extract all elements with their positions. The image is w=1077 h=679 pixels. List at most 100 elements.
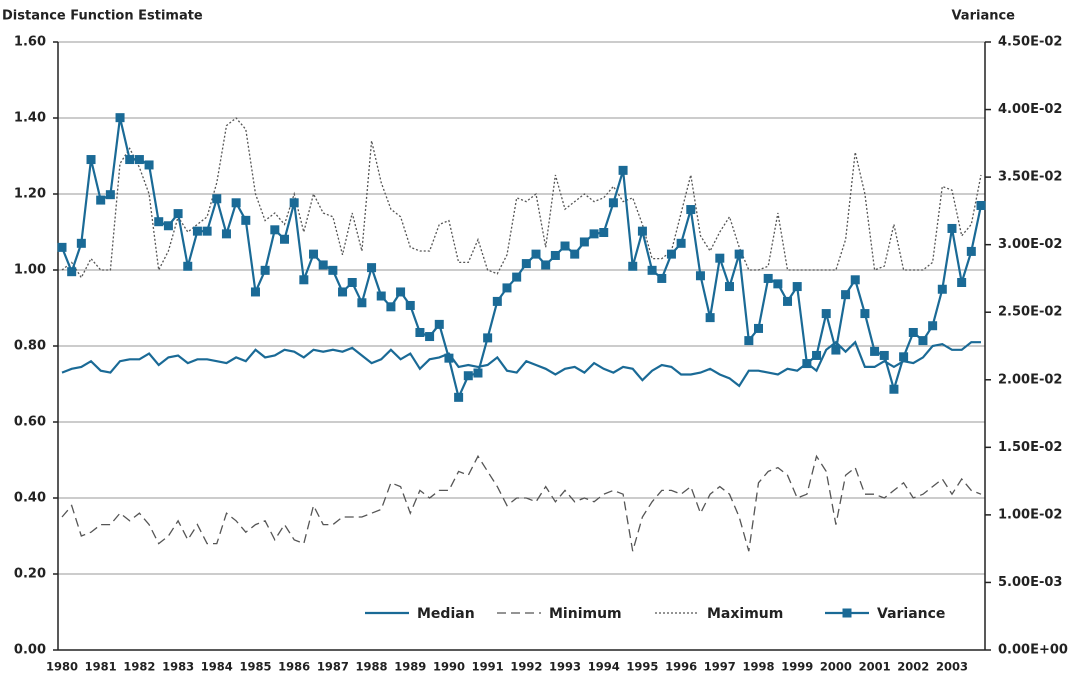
series-line bbox=[60, 117, 983, 401]
data-marker bbox=[173, 209, 183, 219]
data-marker bbox=[647, 265, 657, 275]
x-tick-label: 1992 bbox=[510, 660, 542, 674]
data-marker bbox=[666, 249, 676, 259]
data-marker bbox=[744, 336, 754, 346]
y2-tick-label: 0.00E+00 bbox=[998, 643, 1068, 658]
data-marker bbox=[976, 200, 986, 210]
x-tick-label: 1999 bbox=[781, 660, 813, 674]
data-marker bbox=[705, 313, 715, 323]
data-marker bbox=[328, 265, 338, 275]
data-marker bbox=[879, 350, 889, 360]
legend-label: Variance bbox=[877, 606, 945, 622]
legend-label: Minimum bbox=[549, 606, 622, 622]
data-marker bbox=[715, 253, 725, 263]
y-tick-label: 1.40 bbox=[14, 111, 46, 126]
data-marker bbox=[937, 284, 947, 294]
data-marker bbox=[463, 371, 473, 381]
y-tick-label: 0.20 bbox=[14, 567, 46, 582]
data-marker bbox=[821, 309, 831, 319]
x-tick-label: 1981 bbox=[85, 660, 117, 674]
x-tick-label: 1993 bbox=[549, 660, 581, 674]
data-marker bbox=[192, 226, 202, 236]
x-tick-label: 1980 bbox=[46, 660, 78, 674]
data-marker bbox=[415, 327, 425, 337]
data-marker bbox=[309, 249, 319, 259]
series-line bbox=[61, 454, 982, 552]
data-marker bbox=[405, 300, 415, 310]
y2-tick-label: 1.00E-02 bbox=[998, 507, 1062, 522]
y2-axis-title: Variance bbox=[951, 9, 1015, 24]
y-tick-label: 0.00 bbox=[14, 643, 46, 658]
data-marker bbox=[734, 249, 744, 259]
y-tick-label: 0.60 bbox=[14, 415, 46, 430]
data-marker bbox=[599, 228, 609, 238]
legend-label: Maximum bbox=[707, 606, 783, 622]
y2-tick-label: 4.50E-02 bbox=[998, 35, 1062, 50]
x-tick-label: 1996 bbox=[665, 660, 697, 674]
data-marker bbox=[212, 194, 222, 204]
y2-tick-label: 1.50E-02 bbox=[998, 440, 1062, 455]
data-marker bbox=[86, 155, 96, 165]
data-marker bbox=[221, 229, 231, 239]
data-marker bbox=[512, 272, 522, 282]
data-marker bbox=[831, 345, 841, 355]
x-tick-label: 2002 bbox=[897, 660, 929, 674]
data-marker bbox=[841, 290, 851, 300]
y-tick-label: 1.00 bbox=[14, 263, 46, 278]
x-tick-label: 1998 bbox=[742, 660, 774, 674]
data-marker bbox=[454, 392, 464, 402]
data-marker bbox=[966, 246, 976, 256]
data-marker bbox=[541, 260, 551, 270]
x-tick-label: 1982 bbox=[123, 660, 155, 674]
data-marker bbox=[608, 198, 618, 208]
x-tick-label: 1990 bbox=[433, 660, 465, 674]
series-line bbox=[61, 340, 981, 388]
data-marker bbox=[550, 250, 560, 260]
data-marker bbox=[783, 296, 793, 306]
data-marker bbox=[241, 215, 251, 225]
data-marker bbox=[57, 242, 67, 252]
data-marker bbox=[434, 319, 444, 329]
data-marker bbox=[163, 221, 173, 231]
x-tick-label: 1995 bbox=[626, 660, 658, 674]
data-marker bbox=[115, 113, 125, 123]
data-marker bbox=[763, 273, 773, 283]
data-marker bbox=[792, 282, 802, 292]
data-marker bbox=[918, 336, 928, 346]
data-marker bbox=[299, 275, 309, 285]
data-marker bbox=[154, 217, 164, 227]
data-marker bbox=[105, 190, 115, 200]
data-marker bbox=[318, 260, 328, 270]
data-marker bbox=[376, 291, 386, 301]
data-marker bbox=[260, 265, 270, 275]
data-marker bbox=[560, 241, 570, 251]
data-marker bbox=[531, 249, 541, 259]
data-marker bbox=[773, 279, 783, 289]
data-marker bbox=[850, 275, 860, 285]
y2-tick-label: 3.00E-02 bbox=[998, 237, 1062, 252]
data-marker bbox=[67, 267, 77, 277]
y-axis-title: Distance Function Estimate bbox=[2, 9, 203, 24]
data-marker bbox=[483, 333, 493, 343]
x-tick-label: 1988 bbox=[356, 660, 388, 674]
data-marker bbox=[521, 259, 531, 269]
data-marker bbox=[386, 302, 396, 312]
data-marker bbox=[802, 359, 812, 369]
y-tick-label: 1.60 bbox=[14, 35, 46, 50]
data-marker bbox=[76, 238, 86, 248]
data-marker bbox=[347, 277, 357, 287]
x-tick-label: 2003 bbox=[936, 660, 968, 674]
x-tick-label: 1991 bbox=[472, 660, 504, 674]
data-marker bbox=[502, 283, 512, 293]
data-marker bbox=[947, 223, 957, 233]
data-marker bbox=[570, 249, 580, 259]
legend-label: Median bbox=[417, 606, 475, 622]
data-marker bbox=[289, 198, 299, 208]
data-marker bbox=[134, 155, 144, 165]
data-marker bbox=[231, 198, 241, 208]
legend-marker bbox=[842, 608, 852, 618]
x-tick-label: 2000 bbox=[820, 660, 852, 674]
y-tick-label: 0.80 bbox=[14, 339, 46, 354]
